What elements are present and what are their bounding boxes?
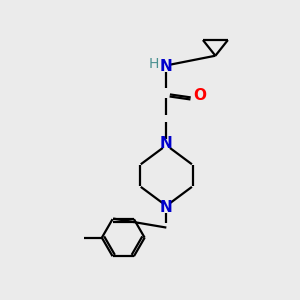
Text: O: O — [193, 88, 206, 104]
Text: N: N — [160, 136, 173, 151]
Text: N: N — [160, 59, 173, 74]
Text: N: N — [160, 200, 173, 215]
Text: H: H — [149, 57, 159, 71]
